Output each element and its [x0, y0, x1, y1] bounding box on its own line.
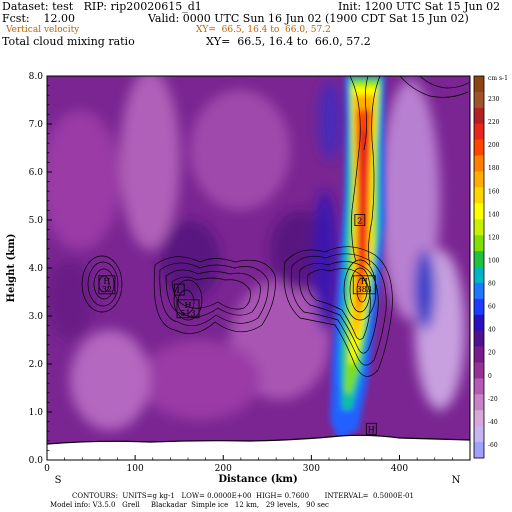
colorbar-unit: cm s-1 [488, 75, 508, 82]
x-tick-label: 200 [215, 464, 232, 474]
colorbar-label: 160 [488, 188, 500, 195]
colorbar-swatch [474, 139, 484, 156]
x-tick-label: 0 [44, 464, 50, 474]
y-tick-label: 4.0 [29, 264, 44, 274]
y-tick-label: 3.0 [29, 312, 44, 322]
x-tick-label: 100 [127, 464, 144, 474]
model-info: Model info: V3.5.0 Grell Blackadar Simpl… [50, 501, 329, 509]
north-label: N [452, 475, 461, 486]
marker-label: H [103, 277, 110, 286]
y-axis: 0.0 1.0 2.0 3.0 4.0 5.0 6.0 7.0 8.0 [29, 72, 52, 466]
marker-label: 2 [357, 217, 362, 226]
marker-label: H [361, 277, 368, 286]
colorbar-label: 140 [488, 211, 500, 218]
colorbar-swatch [474, 410, 484, 427]
colorbar-swatch [474, 187, 484, 204]
colorbar-swatch [474, 298, 484, 316]
colorbar-swatch [474, 91, 484, 109]
colorbar-label: 100 [488, 257, 500, 264]
cloud-mixing-contours [81, 76, 470, 377]
y-tick-label: 0.0 [29, 456, 44, 466]
colorbar-frame [473, 75, 485, 459]
y-tick-label: 7.0 [29, 120, 44, 130]
colorbar-label: 180 [488, 165, 500, 172]
cloud-mixing-label: Total cloud mixing ratio [2, 35, 135, 48]
colorbar-swatch [474, 314, 484, 331]
xy-label-2: XY= 66.5, 16.4 to 66.0, 57.2 [206, 35, 371, 48]
colorbar-swatch [474, 107, 484, 125]
marker-label: H [185, 301, 192, 310]
colorbar-label: 60 [488, 304, 496, 311]
marker-value: 513 [180, 309, 195, 318]
colorbar-swatch [474, 378, 484, 395]
marker-label: L [177, 286, 183, 295]
colorbar-label: 220 [488, 119, 500, 126]
x-tick-label: 300 [303, 464, 320, 474]
colorbar-swatch [474, 362, 484, 379]
vertical-velocity-label: Vertical velocity [6, 25, 80, 35]
y-tick-label: 1.0 [29, 408, 44, 418]
colorbar-swatch [474, 282, 484, 300]
colorbar-label: -20 [488, 396, 498, 403]
x-tick-label: 400 [391, 464, 408, 474]
y-tick-label: 2.0 [29, 360, 44, 370]
south-label: S [55, 475, 62, 486]
velocity-field [47, 76, 470, 460]
y-tick-label: 8.0 [29, 72, 44, 82]
colorbar-label: 0 [488, 373, 492, 380]
y-axis-title: Height (km) [6, 234, 17, 303]
colorbar-label: 230 [488, 96, 500, 103]
colorbar-swatch [474, 123, 484, 140]
y-tick-label: 5.0 [29, 216, 44, 226]
colorbar-swatch [474, 442, 484, 459]
colorbar-swatch [474, 235, 484, 252]
colorbar-swatch [474, 203, 484, 220]
colorbar-label: 20 [488, 350, 496, 357]
extremum-marker: H32 [98, 275, 116, 295]
colorbar-swatch [474, 394, 484, 411]
extremum-marker: L [173, 283, 185, 296]
extremum-marker: H [365, 422, 377, 435]
colorbar-swatch [474, 219, 484, 236]
colorbar: 230220200180160140120100806040200-20-40-… [473, 75, 500, 459]
colorbar-swatch [474, 155, 484, 172]
extremum-marker: 2 [354, 214, 366, 226]
xy-label-1: XY= 66.5, 16.4 to 66.0, 57.2 [196, 25, 331, 35]
init-label: Init: 1200 UTC Sat 15 Jun 02 [338, 0, 501, 13]
colorbar-label: -60 [488, 442, 498, 449]
marker-value: 383 [357, 285, 372, 294]
colorbar-label: 120 [488, 234, 500, 241]
colorbar-label: -40 [488, 419, 498, 426]
x-axis-title: Distance (km) [218, 474, 297, 485]
colorbar-swatch [474, 346, 484, 363]
colorbar-swatch [474, 76, 484, 93]
marker-label: H [368, 425, 375, 434]
y-tick-label: 6.0 [29, 168, 44, 178]
forecast-label: Fcst: 12.00 [2, 12, 76, 25]
valid-label: Valid: 0000 UTC Sun 16 Jun 02 (1900 CDT … [148, 12, 469, 25]
contours-info: CONTOURS: UNITS=g kg-1 LOW= 0.0000E+00 H… [72, 492, 414, 500]
colorbar-label: 40 [488, 327, 496, 334]
colorbar-label: 80 [488, 281, 496, 288]
marker-value: 32 [102, 285, 112, 294]
colorbar-swatch [474, 330, 484, 347]
colorbar-swatch [474, 426, 484, 443]
colorbar-swatch [474, 171, 484, 188]
colorbar-swatch [474, 251, 484, 268]
x-axis: 0 100 200 300 400 [44, 455, 453, 474]
dataset-label: Dataset: test RIP: rip20020615_d1 [2, 0, 202, 13]
colorbar-swatch [474, 267, 484, 284]
colorbar-label: 200 [488, 142, 500, 149]
